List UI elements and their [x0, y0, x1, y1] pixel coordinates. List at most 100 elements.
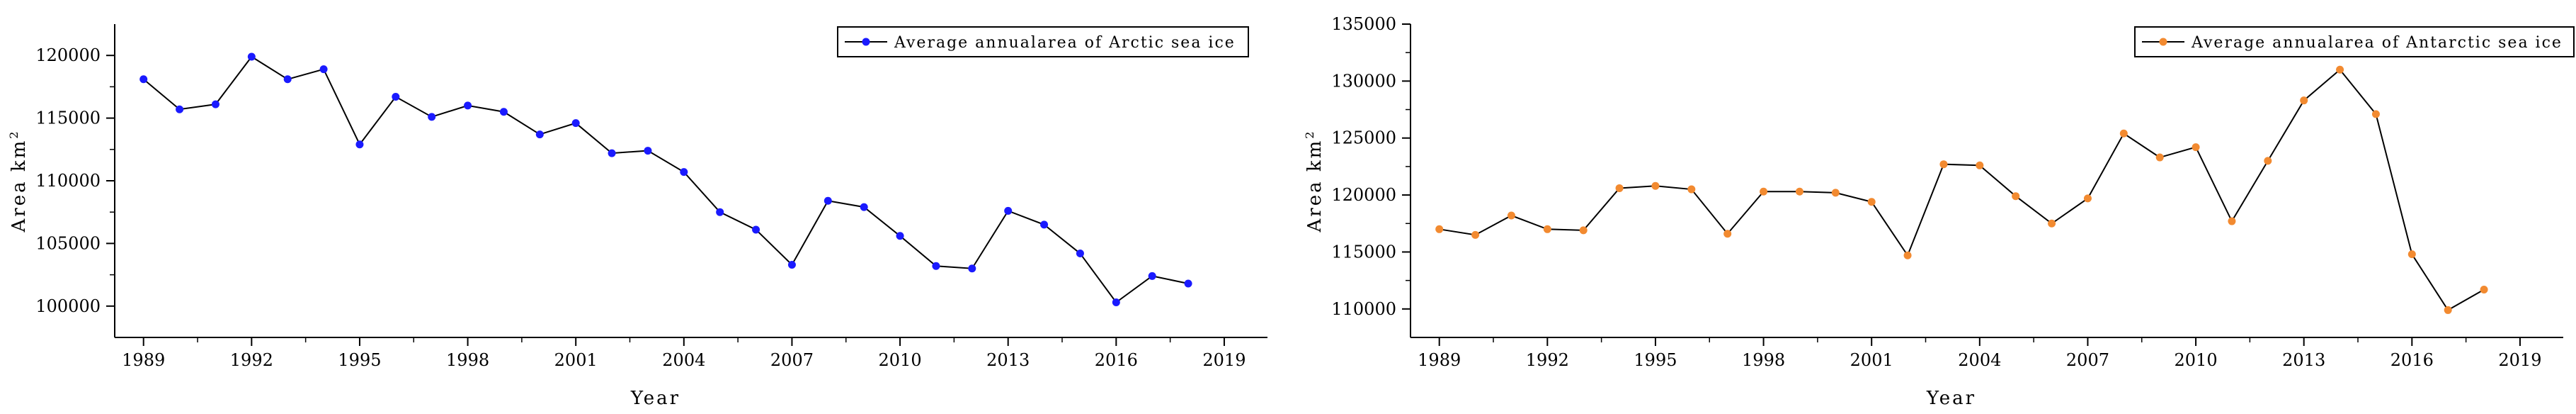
- data-point: [535, 130, 544, 139]
- y-tick-label: 120000: [1331, 185, 1396, 205]
- data-point: [1976, 161, 1984, 169]
- x-tick-label: 2007: [770, 350, 814, 370]
- y-tick-label: 110000: [35, 171, 101, 191]
- x-tick-label: 1995: [338, 350, 381, 370]
- legend-label: Average annualarea of Arctic sea ice: [894, 34, 1236, 52]
- data-point: [499, 108, 508, 116]
- x-tick-label: 1998: [1742, 350, 1785, 370]
- data-point: [139, 75, 148, 84]
- x-tick-label: 1989: [122, 350, 165, 370]
- data-point: [1579, 226, 1588, 235]
- data-point: [2371, 110, 2380, 118]
- data-point: [2300, 96, 2308, 105]
- data-point: [355, 140, 364, 149]
- x-tick-label: 2010: [879, 350, 922, 370]
- data-point: [247, 52, 256, 61]
- data-point: [644, 147, 652, 155]
- data-point: [1543, 225, 1551, 233]
- y-axis-title-superscript: 2: [1303, 130, 1316, 139]
- y-tick-label: 110000: [1331, 299, 1396, 319]
- data-point: [2480, 285, 2488, 293]
- x-tick-label: 1992: [1526, 350, 1569, 370]
- data-point: [571, 119, 580, 128]
- data-point: [1507, 211, 1515, 220]
- series-line: [1439, 68, 2485, 311]
- data-point: [2048, 219, 2056, 228]
- data-point: [283, 75, 292, 84]
- data-point: [1723, 230, 1732, 238]
- y-tick-label: 115000: [35, 108, 101, 128]
- y-tick-label: 120000: [35, 45, 101, 65]
- data-point: [823, 196, 832, 205]
- data-point: [176, 105, 184, 113]
- x-tick-label: 2013: [986, 350, 1030, 370]
- legend-box: [2134, 26, 2575, 57]
- data-point: [1687, 185, 1696, 194]
- y-axis-title-group: Area km2: [1303, 130, 1326, 233]
- y-tick-label: 125000: [1331, 128, 1396, 148]
- data-point: [1795, 187, 1803, 196]
- series-line: [143, 55, 1189, 303]
- y-axis-title: Area km2: [1303, 130, 1326, 233]
- data-point: [2444, 306, 2452, 314]
- data-point: [932, 262, 940, 270]
- data-point: [2336, 65, 2344, 74]
- x-tick-label: 2013: [2282, 350, 2325, 370]
- data-point: [464, 101, 472, 110]
- data-point: [860, 203, 868, 211]
- x-tick-label: 1992: [230, 350, 273, 370]
- x-tick-label: 2010: [2175, 350, 2218, 370]
- data-point: [1040, 220, 1049, 229]
- data-point: [1760, 187, 1768, 196]
- data-point: [608, 149, 616, 157]
- arctic-chart: 1989 1992 1995 1998 2001 2004 2007 2010 2013 2016…: [7, 24, 1267, 409]
- data-point: [1076, 250, 1084, 258]
- data-point: [680, 168, 688, 177]
- legend-marker: [862, 38, 870, 46]
- legend-marker: [2159, 38, 2167, 46]
- data-point: [1184, 279, 1192, 288]
- x-tick-label: 2019: [2498, 350, 2541, 370]
- y-axis-title-superscript: 2: [7, 130, 21, 139]
- x-tick-label: 2001: [1850, 350, 1893, 370]
- data-point: [1004, 206, 1013, 215]
- x-tick-label: 1995: [1634, 350, 1677, 370]
- data-point: [2012, 192, 2020, 201]
- data-point: [787, 260, 796, 269]
- legend-label: Average annualarea of Antarctic sea ice: [2191, 34, 2563, 52]
- data-point: [1435, 225, 1444, 233]
- x-axis-title: Year: [630, 388, 680, 409]
- y-tick-label: 105000: [35, 233, 101, 253]
- data-point: [2407, 250, 2416, 259]
- data-point: [1651, 181, 1660, 190]
- x-tick-label: 2019: [1202, 350, 1246, 370]
- x-axis-title: Year: [1926, 388, 1976, 409]
- x-tick-label: 2004: [662, 350, 705, 370]
- data-point: [392, 93, 400, 101]
- data-point: [1471, 230, 1480, 239]
- data-point: [896, 232, 904, 240]
- x-tick-label: 2016: [1095, 350, 1138, 370]
- x-tick-label: 2004: [1958, 350, 2001, 370]
- data-point: [1615, 184, 1624, 192]
- legend-box: [837, 26, 1249, 57]
- x-tick-label: 2001: [554, 350, 598, 370]
- y-tick-label: 130000: [1331, 71, 1396, 91]
- data-point: [716, 208, 724, 216]
- data-point: [2228, 217, 2236, 225]
- antarctic-chart: 1989 1992 1995 1998 2001 2004 2007 2010 2013 2016…: [1303, 14, 2575, 409]
- y-tick-label: 115000: [1331, 242, 1396, 262]
- y-tick-label: 135000: [1331, 14, 1396, 34]
- data-point: [2192, 143, 2200, 152]
- x-tick-label: 2016: [2390, 350, 2434, 370]
- data-point: [428, 113, 436, 121]
- data-point: [1903, 251, 1912, 259]
- data-point: [2119, 129, 2128, 138]
- data-point: [1831, 189, 1840, 197]
- y-axis-title: Area km2: [7, 130, 30, 233]
- data-point: [2155, 153, 2164, 162]
- data-point: [1867, 198, 1876, 206]
- data-point: [2264, 157, 2272, 165]
- data-point: [1148, 272, 1156, 280]
